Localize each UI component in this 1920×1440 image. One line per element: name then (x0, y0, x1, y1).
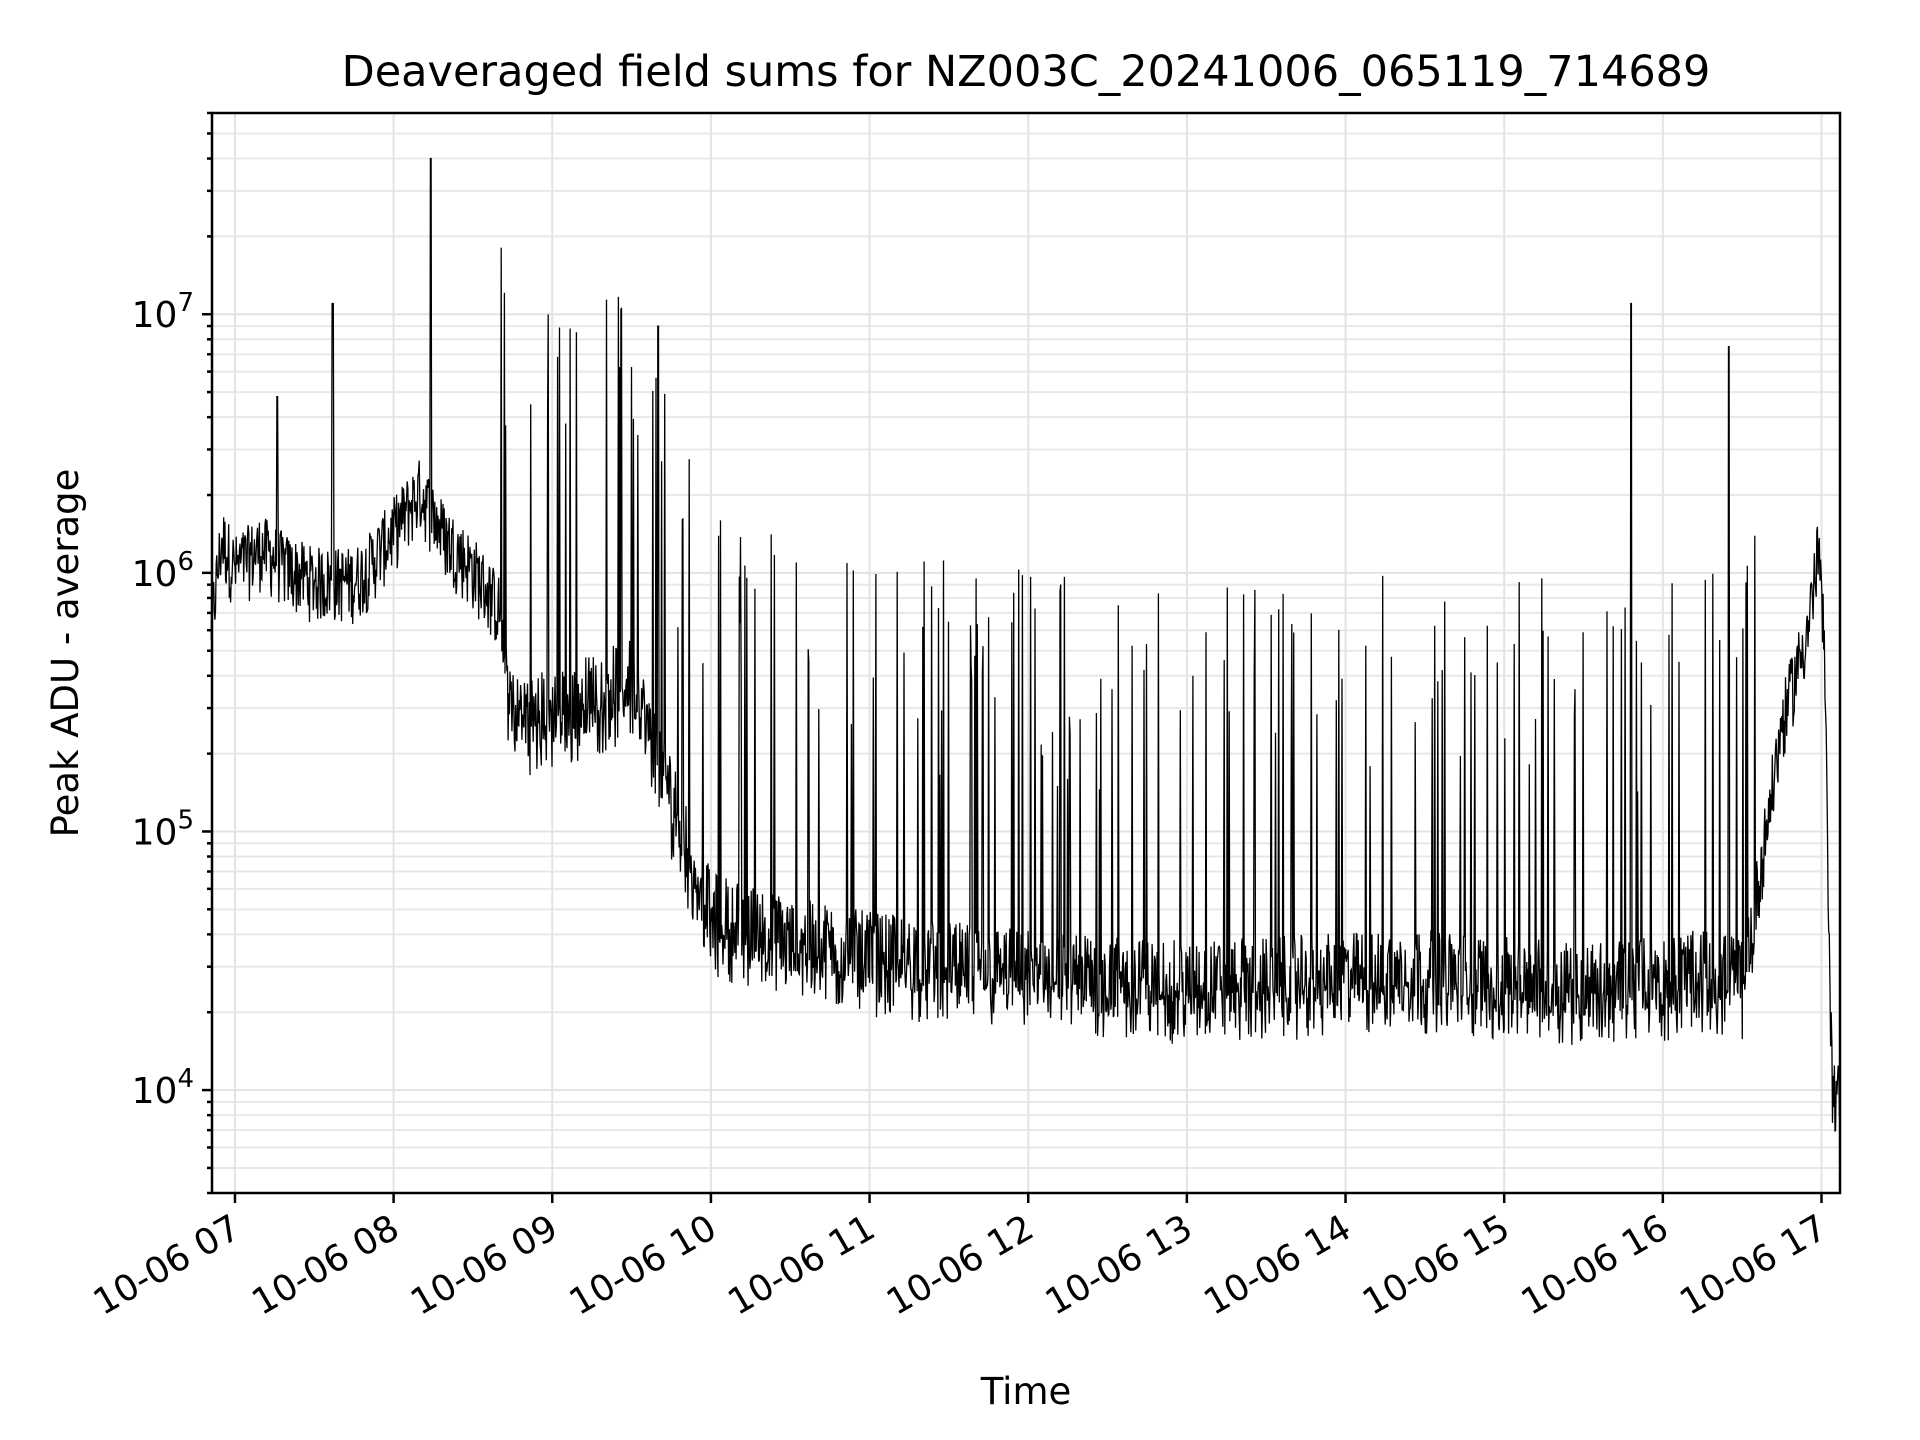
x-tick-label: 10-06 12 (880, 1207, 1041, 1323)
x-tick-label: 10-06 07 (87, 1207, 248, 1323)
y-axis: 104 105 106 107 (132, 111, 212, 1195)
x-tick-label: 10-06 15 (1356, 1207, 1517, 1323)
x-tick-label: 10-06 14 (1197, 1207, 1358, 1323)
y-tick-label: 106 (132, 547, 194, 595)
x-tick-label: 10-06 11 (721, 1207, 882, 1323)
y-tick-label: 105 (132, 805, 194, 853)
grid-lines (212, 112, 1840, 1194)
x-tick-label: 10-06 16 (1515, 1207, 1676, 1323)
x-axis-label: Time (980, 1370, 1072, 1413)
x-tick-label: 10-06 09 (404, 1207, 565, 1323)
x-tick-label: 10-06 13 (1039, 1207, 1200, 1323)
y-tick-label: 107 (132, 288, 194, 336)
plot-frame (210, 111, 1842, 1195)
y-axis-label: Peak ADU - average (44, 469, 87, 838)
chart-title: Deaveraged field sums for NZ003C_2024100… (342, 47, 1711, 97)
x-tick-label: 10-06 17 (1673, 1207, 1834, 1323)
y-tick-label: 104 (132, 1064, 194, 1112)
x-tick-label: 10-06 10 (563, 1207, 724, 1323)
x-tick-label: 10-06 08 (245, 1207, 406, 1323)
plot-area (210, 157, 1841, 1132)
series-line (210, 157, 1841, 1132)
